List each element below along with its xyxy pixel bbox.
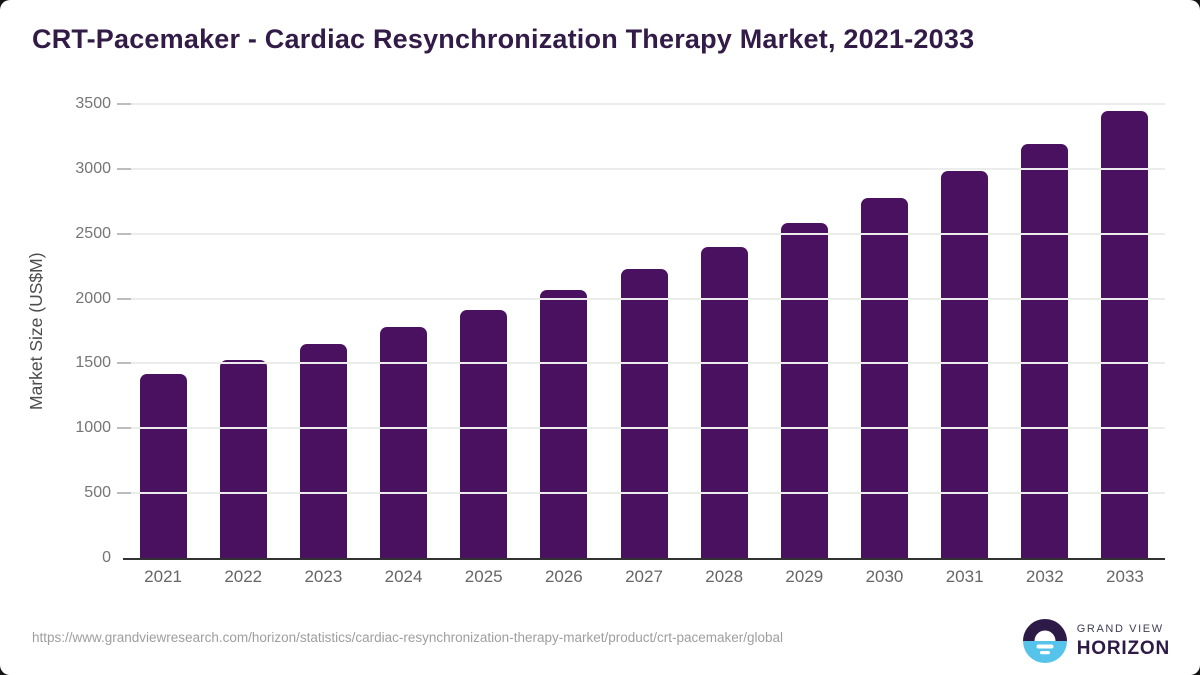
x-axis-labels: 2021 2022 2023 2024 2025 2026 2027 2028 2029 2030…	[123, 567, 1165, 587]
bar-2030[interactable]	[860, 198, 908, 558]
y-tick-mark	[117, 232, 131, 235]
y-tick-mark	[117, 297, 131, 300]
brand-logo: GRAND VIEW HORIZON	[1022, 619, 1170, 663]
bar-slot	[363, 104, 443, 558]
x-tick-label: 2031	[945, 567, 984, 586]
grand-view-horizon-icon	[1022, 619, 1067, 663]
bar-2029[interactable]	[780, 222, 828, 558]
bars-container	[123, 104, 1165, 558]
y-tick-label: 500	[84, 484, 111, 502]
plot-area: 0 500 1000 1500 2000 2500 3000 3500	[75, 95, 1165, 566]
y-tick-mark	[117, 103, 131, 105]
x-tick-label: 2030	[865, 567, 904, 586]
x-tick-label: 2029	[785, 567, 824, 586]
bar-slot	[524, 104, 604, 558]
bar-2023[interactable]	[299, 343, 347, 558]
x-tick-label: 2026	[544, 567, 583, 586]
x-tick-label: 2028	[705, 567, 744, 586]
gridline	[123, 362, 1165, 365]
x-tick-label: 2025	[464, 567, 503, 586]
source-url: https://www.grandviewresearch.com/horizo…	[32, 630, 784, 645]
bar-2021[interactable]	[139, 373, 187, 558]
y-tick-mark	[117, 362, 131, 365]
x-tick-label: 2033	[1106, 567, 1144, 586]
x-tick-label: 2022	[224, 567, 263, 586]
bar-2022[interactable]	[219, 359, 267, 558]
bar-slot	[925, 104, 1005, 558]
page-title: CRT-Pacemaker - Cardiac Resynchronizatio…	[32, 24, 975, 54]
y-axis-title: Market Size (US$M)	[26, 252, 46, 410]
x-tick-label: 2032	[1025, 567, 1064, 586]
y-tick-mark	[117, 492, 131, 495]
logo-text-grand-view: GRAND VIEW	[1076, 622, 1164, 635]
bar-slot	[1085, 104, 1165, 558]
x-axis-line	[123, 558, 1165, 560]
bar-slot	[764, 104, 844, 558]
gridline	[123, 427, 1165, 430]
bar-2028[interactable]	[700, 246, 748, 558]
gridline	[123, 232, 1165, 235]
bar-slot	[123, 104, 203, 558]
y-tick-label: 3500	[75, 95, 111, 112]
gridline	[123, 492, 1165, 495]
bar-slot	[1005, 104, 1085, 558]
y-tick-label: 2000	[75, 289, 111, 307]
bar-2031[interactable]	[941, 171, 989, 558]
gridline	[123, 297, 1165, 300]
bar-slot	[684, 104, 764, 558]
y-tick-label: 1500	[75, 354, 111, 372]
bar-slot	[604, 104, 684, 558]
y-tick-label: 3000	[75, 159, 111, 177]
bar-2025[interactable]	[460, 309, 508, 558]
bar-2024[interactable]	[380, 327, 428, 558]
gridline	[123, 167, 1165, 170]
gridline	[123, 103, 1165, 105]
y-tick-label: 2500	[75, 224, 111, 242]
x-tick-label: 2023	[304, 567, 343, 586]
bar-slot	[444, 104, 524, 558]
y-tick-mark	[117, 427, 131, 430]
y-tick-label: 0	[102, 549, 111, 566]
bar-2027[interactable]	[620, 268, 668, 558]
x-tick-label: 2021	[144, 567, 182, 586]
x-tick-label: 2027	[625, 567, 663, 586]
bar-slot	[283, 104, 363, 558]
y-tick-mark	[117, 167, 131, 170]
x-tick-label: 2024	[384, 567, 423, 586]
bar-2032[interactable]	[1021, 143, 1069, 558]
bar-slot	[844, 104, 924, 558]
bar-2033[interactable]	[1101, 111, 1149, 558]
y-tick-label: 1000	[75, 419, 111, 437]
bar-slot	[203, 104, 283, 558]
logo-text-block: GRAND VIEW HORIZON	[1077, 623, 1170, 660]
bar-2026[interactable]	[540, 289, 588, 558]
logo-text-horizon: HORIZON	[1076, 637, 1170, 659]
